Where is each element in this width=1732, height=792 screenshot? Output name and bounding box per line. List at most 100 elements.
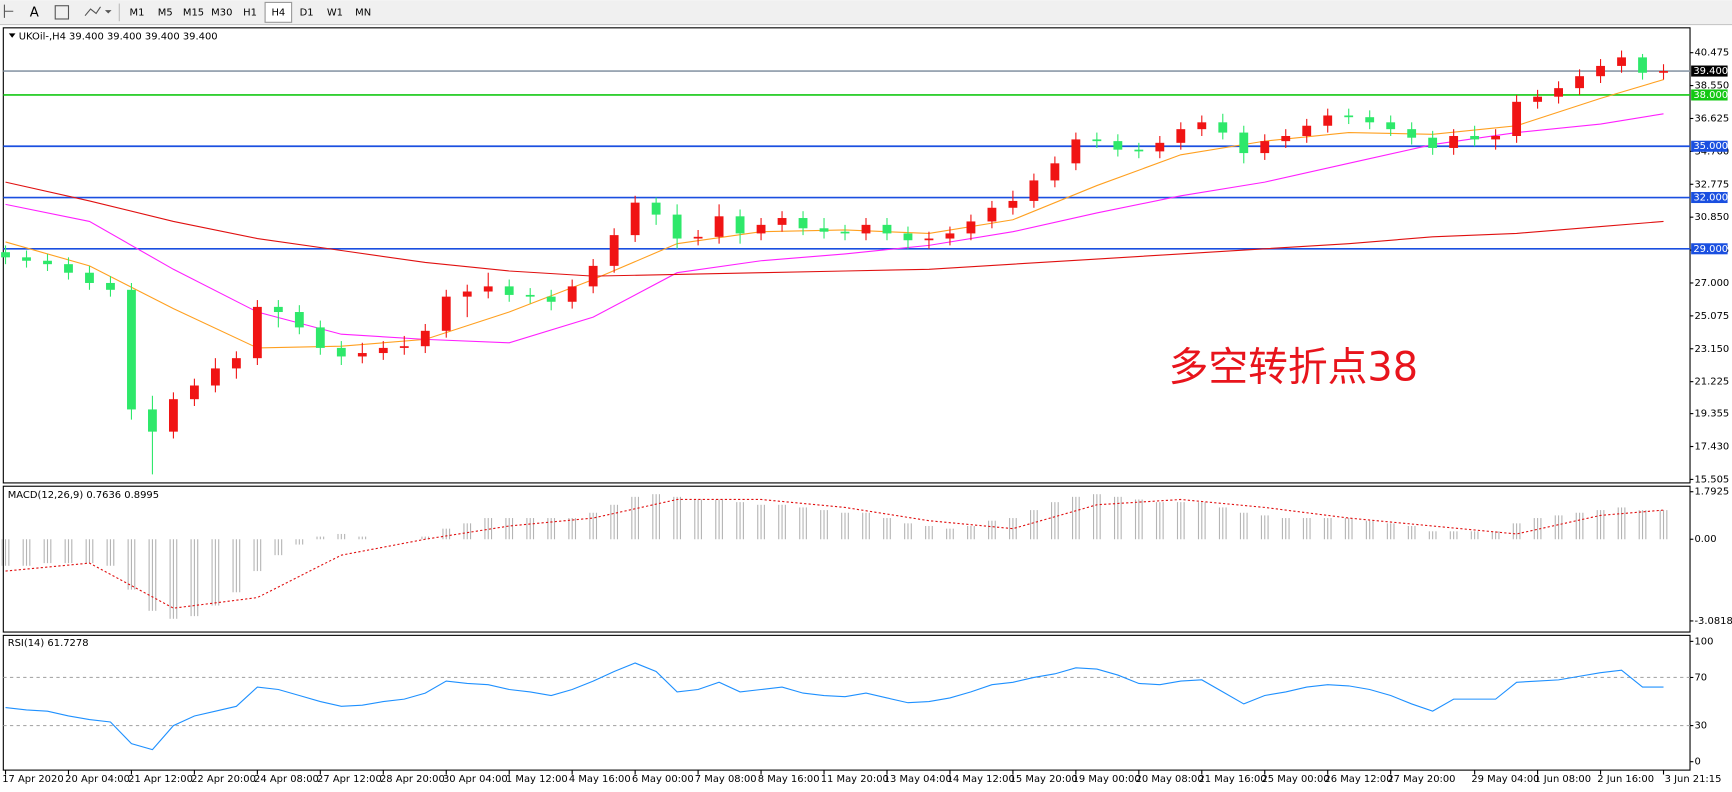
candle-body — [1176, 129, 1186, 143]
candle-body — [127, 289, 136, 410]
candle-body — [210, 368, 220, 386]
candle-body — [1302, 125, 1312, 136]
candle-body — [1113, 141, 1123, 150]
candle-body — [1218, 122, 1228, 133]
rsi-title: RSI(14) 61.7278 — [8, 638, 89, 649]
timeframe-button[interactable] — [123, 2, 151, 23]
timeframe-button[interactable] — [321, 2, 349, 23]
level-label-box — [1691, 65, 1728, 77]
y-tick-label: 32.775 — [1694, 179, 1729, 190]
candle-body — [1428, 137, 1438, 148]
y-tick-label: 25.075 — [1694, 311, 1729, 322]
timeframe-label[interactable]: M1 — [130, 7, 145, 18]
candle-body — [651, 202, 661, 215]
candle-body — [861, 224, 871, 234]
x-tick-label: 17 Apr 2020 — [2, 774, 63, 785]
level-label-box — [1691, 89, 1728, 101]
timeframe-label[interactable]: D1 — [300, 7, 314, 18]
timeframe-button[interactable] — [293, 2, 320, 23]
candle-body — [64, 264, 73, 273]
timeframe-label[interactable]: M15 — [183, 7, 204, 18]
candle-body — [43, 260, 52, 265]
candle-body — [1239, 132, 1249, 154]
candle-body — [903, 233, 913, 241]
candle-body — [693, 236, 703, 239]
y-tick-label: 38.550 — [1694, 81, 1729, 92]
timeframe-label[interactable]: MN — [355, 7, 371, 18]
candle-body — [85, 272, 94, 283]
y-tick-label: 36.625 — [1694, 113, 1729, 124]
label-tool[interactable] — [54, 5, 70, 20]
candle-body — [1092, 139, 1102, 142]
candle-body — [1008, 200, 1018, 208]
candle-body — [462, 291, 472, 297]
candle-body — [1617, 57, 1626, 66]
x-tick-label: 1 Jun 08:00 — [1534, 774, 1591, 785]
candle-body — [315, 327, 325, 348]
text-tool[interactable]: A — [30, 5, 39, 20]
x-tick-label: 15 May 20:00 — [1010, 774, 1078, 785]
candle-body — [357, 353, 367, 357]
moving-average — [5, 181, 1664, 277]
rsi-panel — [2, 634, 1691, 771]
x-tick-label: 4 May 16:00 — [569, 774, 631, 785]
level-label: 39.400 — [1693, 66, 1728, 77]
x-tick-label: 1 May 12:00 — [506, 774, 568, 785]
candle-body — [294, 312, 304, 328]
timeframe-button[interactable] — [208, 2, 236, 23]
y-tick-label: 17.430 — [1694, 442, 1729, 453]
timeframe-button[interactable] — [349, 2, 377, 23]
candle-body — [924, 238, 934, 241]
x-tick-label: 8 May 16:00 — [758, 774, 820, 785]
y-tick-label: 21.225 — [1694, 377, 1729, 388]
level-label: 38.000 — [1693, 90, 1728, 101]
level-label-box — [1691, 140, 1728, 152]
x-tick-label: 28 Apr 20:00 — [380, 774, 445, 785]
timeframe-button[interactable] — [151, 2, 179, 23]
candle-body — [1554, 88, 1563, 97]
y-tick-label: 1.7925 — [1694, 487, 1729, 498]
candle-body — [987, 207, 997, 222]
price-panel — [2, 27, 1691, 484]
timeframe-label[interactable]: H1 — [243, 7, 257, 18]
x-tick-label: 20 Apr 04:00 — [65, 774, 130, 785]
candle-body — [231, 358, 241, 369]
candle-body — [1, 252, 10, 258]
candle-body — [756, 224, 766, 234]
shapes-tool[interactable] — [84, 6, 101, 17]
price-title: UKOil-,H4 39.400 39.400 39.400 39.400 — [19, 32, 218, 43]
macd-panel — [2, 485, 1691, 633]
candle-body — [819, 228, 829, 232]
candle-body — [1323, 115, 1333, 126]
signal-line — [5, 498, 1664, 609]
x-tick-label: 27 May 20:00 — [1387, 774, 1455, 785]
candle-body — [1365, 117, 1375, 123]
x-tick-label: 21 Apr 12:00 — [128, 774, 193, 785]
candle-body — [798, 218, 808, 229]
level-label: 35.000 — [1693, 141, 1728, 152]
crosshair-icon[interactable] — [3, 4, 14, 18]
candle-body — [1533, 96, 1543, 102]
x-tick-label: 30 Apr 04:00 — [443, 774, 508, 785]
y-tick-label: 27.000 — [1694, 278, 1729, 289]
timeframe-label[interactable]: W1 — [327, 7, 343, 18]
candle-body — [609, 235, 619, 266]
timeframe-label[interactable]: H4 — [271, 7, 285, 18]
candle-body — [1638, 57, 1647, 73]
timeframe-label[interactable]: M30 — [211, 7, 232, 18]
symbol-arrow — [8, 33, 16, 38]
timeframe-button[interactable] — [264, 1, 293, 23]
timeframe-label[interactable]: M5 — [158, 7, 173, 18]
timeframe-button[interactable] — [236, 2, 264, 23]
candle-body — [1071, 139, 1081, 164]
macd-title: MACD(12,26,9) 0.7636 0.8995 — [8, 490, 159, 501]
candle-body — [22, 257, 31, 261]
dropdown-arrow[interactable] — [104, 10, 112, 14]
candle-body — [189, 385, 199, 400]
timeframe-button[interactable] — [180, 2, 207, 23]
rsi-line — [5, 662, 1664, 751]
candle-body — [882, 224, 892, 234]
candle-body — [1491, 135, 1501, 140]
level-label: 32.000 — [1693, 193, 1728, 204]
